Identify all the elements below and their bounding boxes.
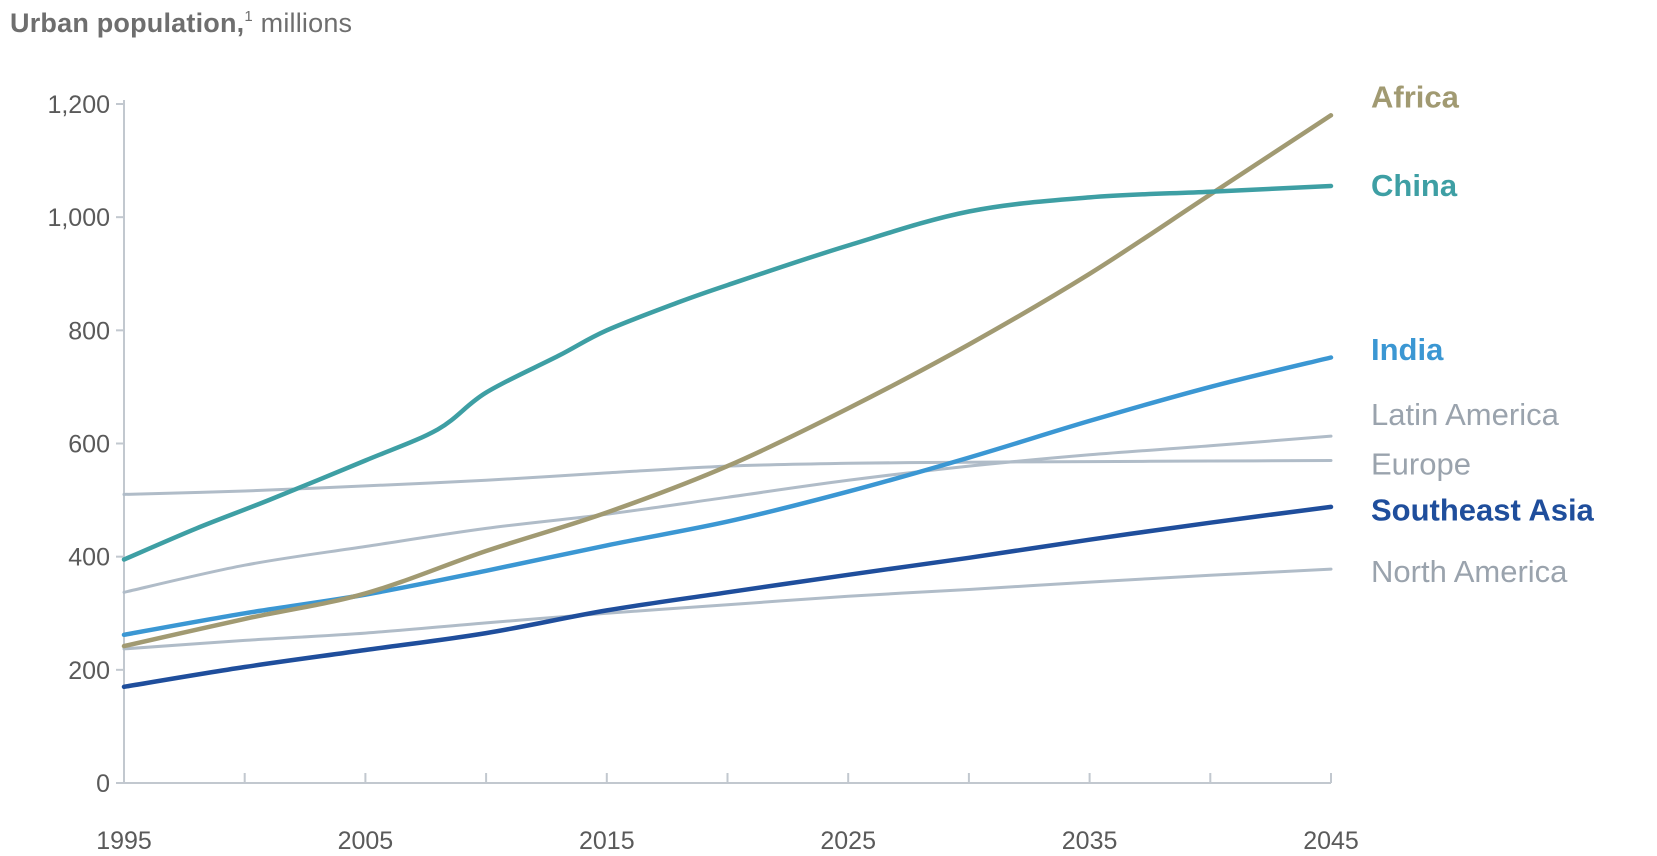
y-tick-label: 0 <box>96 770 110 798</box>
series-label-africa: Africa <box>1371 80 1460 115</box>
y-tick-label: 1,200 <box>47 91 110 119</box>
chart-lines <box>121 113 1334 690</box>
chart-series-labels: Africa China India Latin America Europe South… <box>1371 80 1595 589</box>
series-label-europe: Europe <box>1371 446 1471 481</box>
series-label-india: India <box>1371 332 1444 367</box>
series-label-latin-america: Latin America <box>1371 397 1560 432</box>
y-tick-label: 200 <box>68 657 110 685</box>
series-label-china: China <box>1371 168 1458 203</box>
y-tick-label: 600 <box>68 431 110 459</box>
x-tick-label: 2025 <box>820 827 876 855</box>
y-tick-label: 400 <box>68 544 110 572</box>
y-tick-label: 800 <box>68 317 110 345</box>
series-line-africa <box>121 113 1334 649</box>
series-line-china <box>121 183 1334 562</box>
y-tick-label: 1,000 <box>47 204 110 232</box>
chart-title-footnote: 1 <box>244 8 253 25</box>
chart-title-bold: Urban population, <box>10 8 245 38</box>
x-tick-label: 2015 <box>579 827 635 855</box>
series-line-latin-america <box>122 434 1333 594</box>
x-tick-label: 2045 <box>1303 827 1359 855</box>
series-label-north-america: North America <box>1371 554 1568 589</box>
x-tick-label: 2005 <box>338 827 394 855</box>
series-line-southeast-asia <box>121 504 1334 690</box>
series-label-southeast-asia: Southeast Asia <box>1371 493 1595 528</box>
x-tick-label: 1995 <box>96 827 152 855</box>
x-tick-label: 2035 <box>1062 827 1118 855</box>
series-line-north-america <box>122 567 1333 651</box>
chart-title: Urban population,1 millions <box>10 8 352 39</box>
chart-axes: 0 200 400 600 800 1,000 1,200 1995 2005 2015 2025 2… <box>47 91 1358 855</box>
chart-title-units: millions <box>252 8 353 38</box>
